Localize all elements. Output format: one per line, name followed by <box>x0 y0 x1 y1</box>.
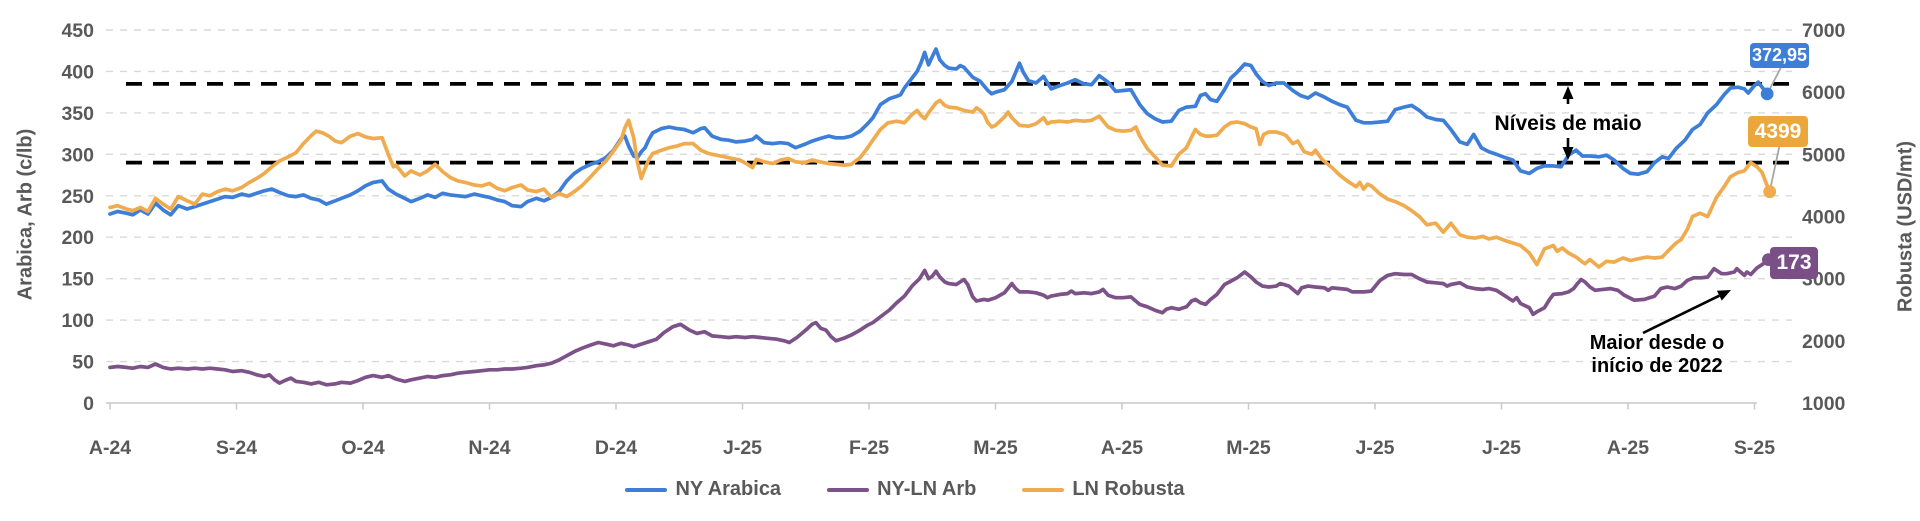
right-axis-tick-label: 4000 <box>1802 207 1846 229</box>
diagonal-arrow <box>1642 294 1720 335</box>
ln-robusta-line-swatch <box>1022 487 1065 492</box>
left-axis-tick-label: 150 <box>61 269 94 291</box>
left-axis-tick-label: 400 <box>61 61 94 83</box>
left-axis-tick-label: 50 <box>72 352 94 374</box>
left-axis-tick-label: 250 <box>61 186 94 208</box>
line-ln-robusta <box>108 98 1772 269</box>
left-axis-tick-label: 350 <box>61 103 94 125</box>
left-axis-tick-label: 300 <box>61 144 94 166</box>
legend: NY Arabica NY-LN Arb LN Robusta <box>0 478 1810 501</box>
x-axis-month-label: M-25 <box>1226 437 1271 459</box>
x-axis-month-label: D-24 <box>595 437 637 459</box>
x-axis-month-label: N-24 <box>468 437 510 459</box>
series-lines <box>108 47 1772 387</box>
may-levels-annotation: Níveis de maio <box>1494 112 1642 135</box>
x-axis-month-label: J-25 <box>1482 437 1521 459</box>
robusta-value-badge: 4399 <box>1748 116 1808 147</box>
line-ny-arabica <box>108 47 1769 217</box>
legend-item-ny-ln-arb: NY-LN Arb <box>827 478 976 501</box>
end-dot <box>1763 185 1777 199</box>
up-arrow-head <box>1562 86 1574 99</box>
right-axis-tick-label: 7000 <box>1802 20 1846 42</box>
legend-item-ln-robusta: LN Robusta <box>1022 478 1185 501</box>
legend-item-ny-arabica: NY Arabica <box>625 478 781 501</box>
x-axis-month-label: S-24 <box>216 437 257 459</box>
right-axis-tick-label: 6000 <box>1802 82 1846 104</box>
end-dot <box>1760 87 1774 101</box>
x-axis-month-label: F-25 <box>849 437 889 459</box>
x-axis-line <box>106 402 1757 410</box>
left-axis-tick-label: 450 <box>61 20 94 42</box>
arb-value-badge: 173 <box>1770 247 1818 279</box>
left-axis-tick-label: 100 <box>61 310 94 332</box>
right-axis-tick-label: 2000 <box>1802 331 1846 353</box>
annotation-arrows <box>1562 86 1731 335</box>
legend-label: NY-LN Arb <box>877 478 977 500</box>
legend-label: LN Robusta <box>1072 478 1185 500</box>
highest-since-2022-annotation: Maior desde o início de 2022 <box>1550 332 1764 378</box>
left-axis-tick-label: 0 <box>83 393 94 415</box>
x-axis-month-label: M-25 <box>973 437 1018 459</box>
x-axis-month-label: O-24 <box>341 437 385 459</box>
annotation-line-1: Maior desde o <box>1589 332 1725 354</box>
right-axis-tick-label: 1000 <box>1802 393 1846 415</box>
x-axis-month-label: A-25 <box>1607 437 1649 459</box>
ny-arabica-line-swatch <box>625 487 668 492</box>
x-axis-month-label: J-25 <box>723 437 762 459</box>
annotation-line-2: início de 2022 <box>1591 355 1723 377</box>
line-ny-ln-arb <box>108 257 1771 387</box>
right-axis-tick-label: 5000 <box>1802 144 1846 166</box>
x-axis-month-label: J-25 <box>1355 437 1394 459</box>
right-axis-title: Robusta (USD/mt) <box>1894 140 1917 313</box>
legend-label: NY Arabica <box>675 478 782 500</box>
diagonal-arrow-head <box>1716 290 1731 301</box>
ny-ln-arb-line-swatch <box>827 487 870 492</box>
left-axis-title: Arabica, Arb (c/lb) <box>14 128 37 301</box>
arabica-value-badge: 372,95 <box>1750 43 1809 68</box>
x-axis-month-label: S-25 <box>1734 437 1775 459</box>
axis-tick-labels: 0501001502002503003504004501000200030004… <box>61 20 1845 459</box>
x-axis-month-label: A-25 <box>1101 437 1143 459</box>
left-axis-tick-label: 200 <box>61 227 94 249</box>
down-arrow-head <box>1562 147 1574 160</box>
x-axis-month-label: A-24 <box>89 437 131 459</box>
